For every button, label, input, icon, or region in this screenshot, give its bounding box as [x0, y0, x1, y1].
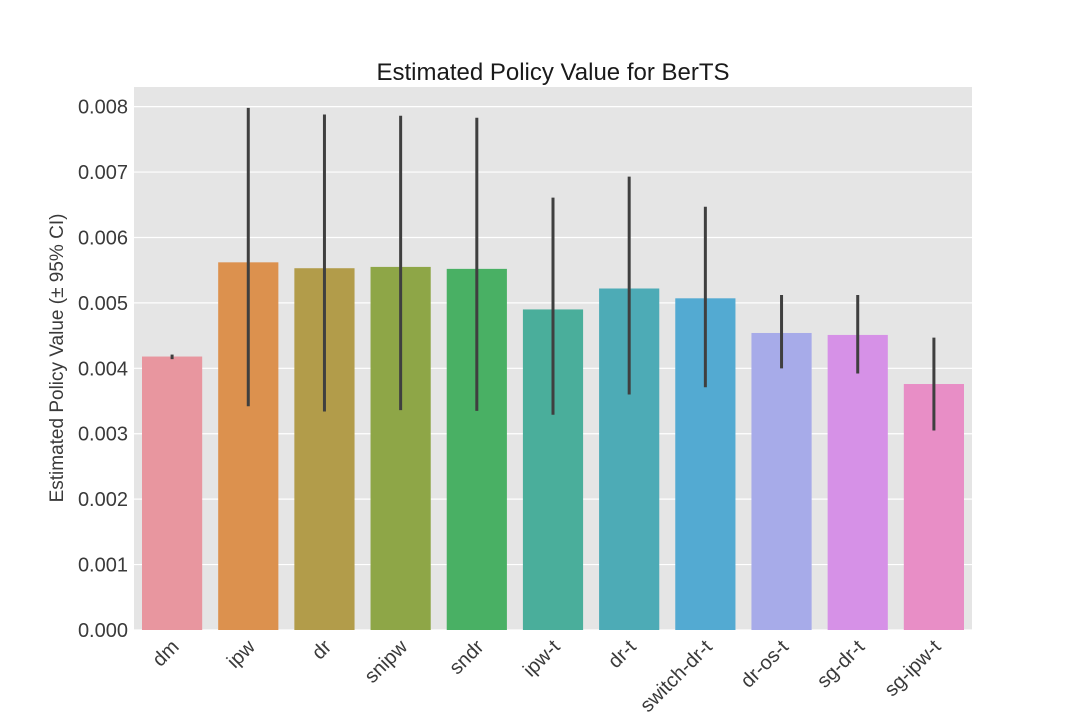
chart-title: Estimated Policy Value for BerTS	[376, 59, 729, 86]
x-tick-label: dm	[148, 636, 183, 671]
x-tick-label: switch-dr-t	[636, 636, 717, 717]
x-tick-label: dr-os-t	[737, 636, 794, 693]
y-tick-label: 0.005	[78, 293, 128, 315]
x-tick-label: sg-dr-t	[813, 636, 870, 693]
y-tick-label: 0.002	[78, 489, 128, 511]
x-tick-label: sg-ipw-t	[880, 636, 945, 701]
y-axis-label: Estimated Policy Value (± 95% CI)	[47, 214, 68, 503]
x-tick-label: snipw	[360, 636, 412, 688]
y-tick-label: 0.008	[78, 97, 128, 119]
y-tick-label: 0.000	[78, 620, 128, 642]
x-tick-label: ipw-t	[519, 636, 565, 682]
x-tick-label: dr	[308, 636, 336, 664]
bar-sg-dr-t	[827, 334, 888, 630]
bar-dr-os-t	[751, 332, 812, 630]
x-tick-label: sndr	[445, 636, 488, 679]
bar-dm	[141, 356, 203, 630]
y-tick-label: 0.001	[78, 555, 128, 577]
y-tick-label: 0.007	[78, 162, 128, 184]
y-tick-label: 0.004	[78, 358, 128, 380]
y-tick-label: 0.003	[78, 424, 128, 446]
x-tick-label: dr-t	[604, 636, 641, 673]
y-tick-label: 0.006	[78, 227, 128, 249]
x-tick-label: ipw	[223, 636, 260, 673]
